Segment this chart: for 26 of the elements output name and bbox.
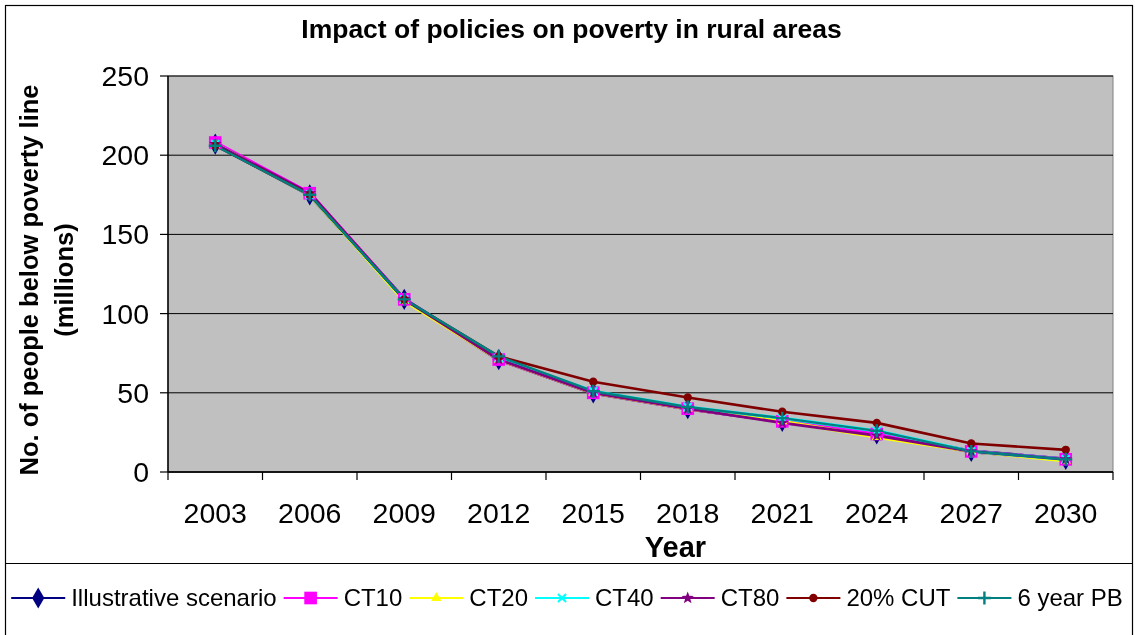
x-tick-label: 2021 bbox=[750, 497, 814, 529]
y-tick-label: 100 bbox=[101, 297, 149, 330]
x-tick-label: 2030 bbox=[1034, 497, 1098, 529]
legend-label: CT10 bbox=[343, 584, 403, 612]
legend-label: Illustrative scenario bbox=[71, 584, 277, 612]
legend-label: 6 year PB bbox=[1017, 584, 1123, 612]
x-tick-label: 2024 bbox=[845, 497, 909, 529]
x-tick-label: 2018 bbox=[656, 497, 720, 529]
legend-label: CT20 bbox=[469, 584, 528, 612]
y-axis-title: No. of people below poverty line (millions) bbox=[14, 84, 78, 476]
x-tick-label: 2015 bbox=[561, 497, 625, 529]
x-tick-label: 2006 bbox=[278, 497, 342, 529]
y-tick-label: 0 bbox=[133, 455, 149, 488]
y-tick-label: 150 bbox=[101, 218, 149, 251]
x-tick-label: 2027 bbox=[939, 497, 1003, 529]
y-tick-label: 50 bbox=[117, 376, 149, 409]
x-axis-title: Year bbox=[644, 531, 707, 563]
y-tick-label: 200 bbox=[101, 139, 149, 172]
legend-label: CT40 bbox=[595, 584, 654, 612]
y-tick-label: 250 bbox=[101, 59, 149, 92]
x-tick-label: 2003 bbox=[183, 497, 247, 529]
x-tick-label: 2012 bbox=[467, 497, 531, 529]
x-tick-label: 2009 bbox=[372, 497, 436, 529]
legend-label: 20% CUT bbox=[846, 584, 951, 612]
legend-label: CT80 bbox=[720, 584, 780, 612]
chart-title: Impact of policies on poverty in rural areas bbox=[301, 14, 842, 44]
